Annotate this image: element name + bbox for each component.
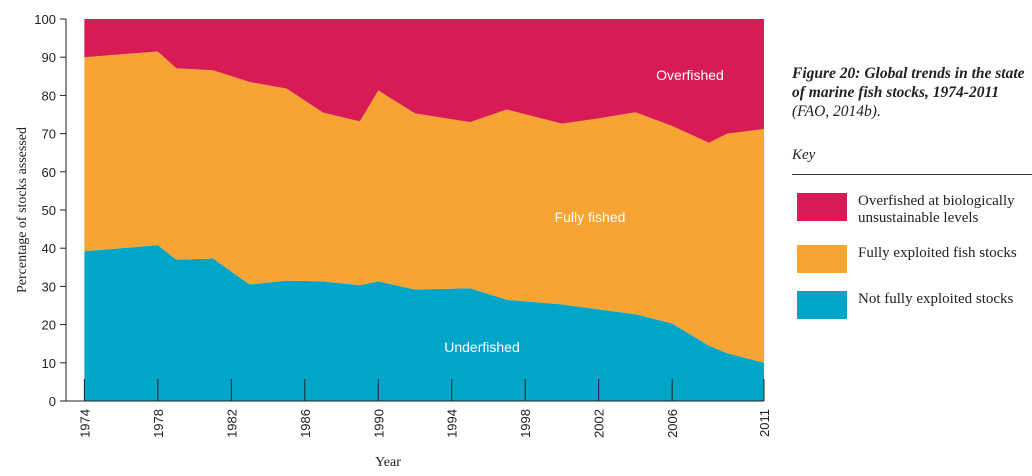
x-tick-label: 2006	[665, 409, 680, 438]
legend-swatch	[797, 193, 847, 221]
legend-item: Fully exploited fish stocks	[797, 245, 1032, 273]
y-tick-label: 10	[42, 356, 56, 371]
legend-swatch	[797, 291, 847, 319]
x-tick-label: 1990	[371, 409, 386, 438]
y-tick-label: 80	[42, 88, 56, 103]
legend-item: Not fully exploited stocks	[797, 291, 1032, 319]
y-tick-label: 0	[49, 394, 56, 409]
area	[84, 245, 765, 401]
y-tick-label: 90	[42, 50, 56, 65]
caption-title: Figure 20: Global trends in the state of…	[792, 65, 1025, 101]
area	[84, 51, 765, 363]
y-tick-label: 20	[42, 318, 56, 333]
y-tick-label: 50	[42, 203, 56, 218]
legend-title: Key	[792, 147, 1032, 175]
x-tick-label: 2011	[757, 409, 772, 437]
legend-label: Overfished at biologically unsustainable…	[858, 193, 1015, 226]
y-tick-label: 60	[42, 165, 56, 180]
legend: Overfished at biologically unsustainable…	[792, 193, 1032, 319]
area-label: Overfished	[656, 67, 724, 83]
x-tick-label: 1986	[298, 409, 313, 438]
y-tick-label: 70	[42, 127, 56, 142]
side-panel: Figure 20: Global trends in the state of…	[792, 64, 1032, 319]
legend-label: Fully exploited fish stocks	[858, 245, 1017, 261]
x-tick-label: 2002	[592, 409, 607, 438]
legend-swatch	[797, 245, 847, 273]
x-tick-label: 1994	[445, 409, 460, 438]
y-tick-label: 100	[34, 12, 56, 27]
y-axis-label: Percentage of stocks assessed	[15, 127, 30, 293]
x-axis-label: Year	[375, 455, 401, 470]
legend-item: Overfished at biologically unsustainable…	[797, 193, 1032, 227]
chart: Year Percentage of stocks assessed 0 10 20…	[15, 12, 772, 470]
y-tick-label: 40	[42, 241, 56, 256]
area	[84, 19, 765, 143]
y-tick-label: 30	[42, 279, 56, 294]
legend-label: Not fully exploited stocks	[858, 291, 1014, 307]
caption-source: (FAO, 2014b).	[792, 103, 881, 120]
x-tick-label: 1978	[151, 409, 166, 438]
caption: Figure 20: Global trends in the state of…	[792, 64, 1032, 121]
x-tick-label: 1998	[518, 409, 533, 438]
area-label: Underfished	[444, 339, 520, 355]
x-tick-label: 1982	[224, 409, 239, 438]
area-label: Fully fished	[555, 209, 626, 225]
x-tick-label: 1974	[77, 409, 92, 438]
